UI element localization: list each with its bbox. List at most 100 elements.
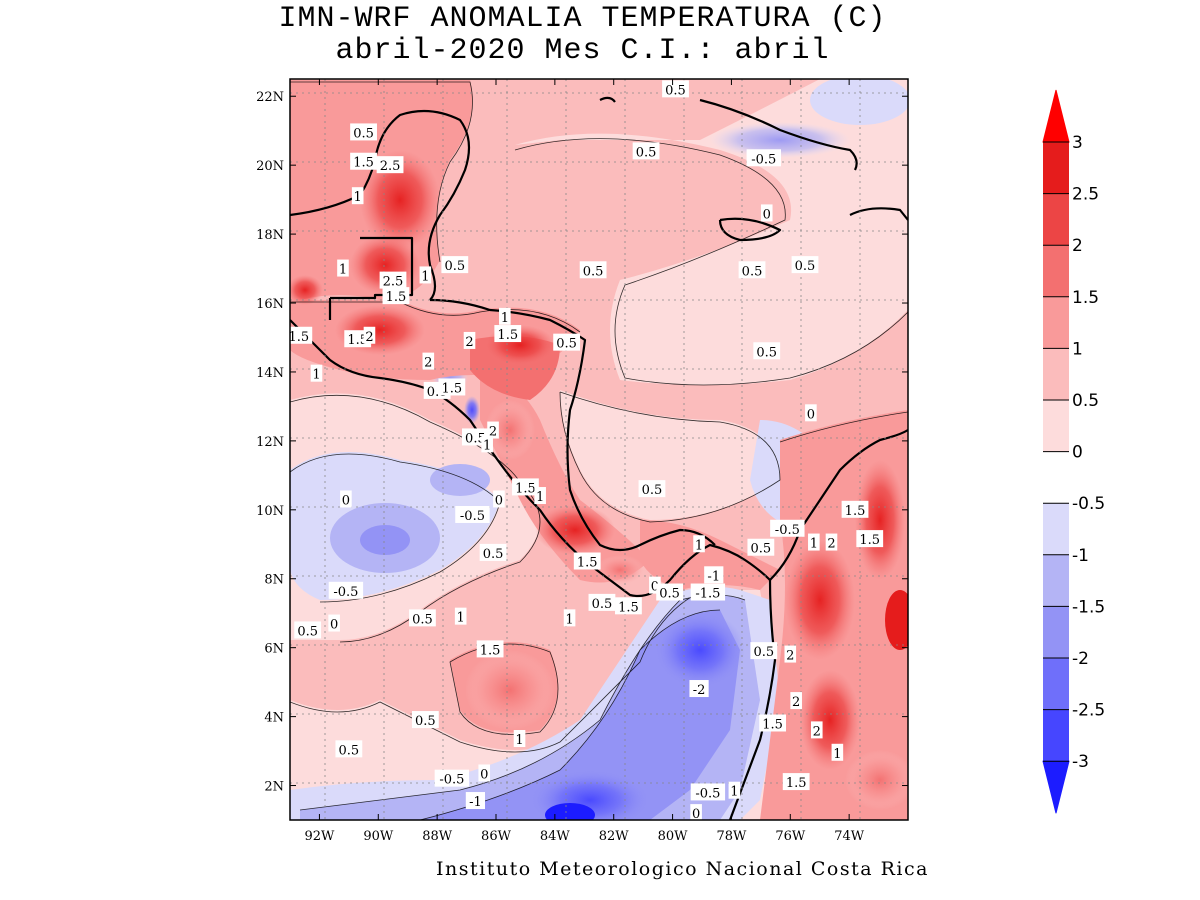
- lon-tick-label: 88W: [422, 829, 453, 844]
- contour-label: 2: [827, 537, 835, 552]
- lat-tick-label: 12N: [256, 435, 284, 450]
- contour-label: 0.5: [465, 431, 486, 446]
- contour-label-bg: [588, 593, 616, 611]
- contour-label-bg: [690, 583, 726, 601]
- contour-label: 2: [792, 695, 800, 710]
- colorbar-label: 1.5: [1072, 288, 1099, 308]
- contour-label: 1.5: [577, 556, 598, 571]
- contour-label: -0.5: [460, 509, 485, 524]
- colorbar-label: -2: [1072, 649, 1089, 669]
- contour-label-bg: [791, 256, 819, 274]
- colorbar: -3 -2.5 -2 -1.5 -1 -0.5 0 0.5 1 1.5 2 2.5 3: [1042, 89, 1105, 814]
- contour-label-bg: [434, 769, 470, 787]
- map-title-line1: IMN-WRF ANOMALIA TEMPERATURA (C): [278, 2, 887, 36]
- colorbar-arrow-top: [1042, 89, 1070, 143]
- lat-tick-label: 16N: [256, 297, 284, 312]
- colorbar-bin: [1043, 554, 1069, 607]
- colorbar-label: -2.5: [1072, 701, 1105, 721]
- colorbar-label: 2: [1072, 236, 1083, 256]
- contour-label-bg: [465, 792, 485, 810]
- contour-label: 0: [480, 767, 488, 782]
- contour-label-bg: [753, 342, 781, 360]
- lat-tick-label: 4N: [264, 711, 284, 726]
- contour-label-bg: [513, 730, 526, 748]
- contour-label: 0: [330, 618, 338, 633]
- contour-label: 1.5: [859, 533, 880, 548]
- contour-label: 1: [565, 612, 573, 627]
- contour-label-bg: [841, 500, 869, 518]
- contour-label-bg: [379, 271, 407, 289]
- contour-label: 2: [365, 330, 373, 345]
- contour-label: 1.5: [288, 330, 309, 345]
- contour-label-bg: [693, 535, 705, 553]
- contour-label-bg: [810, 721, 823, 739]
- contour-label: 1.5: [762, 717, 783, 732]
- contour-label: 0: [495, 493, 503, 508]
- contour-label: -0.5: [695, 786, 720, 801]
- colorbar-bin: [1043, 245, 1069, 297]
- contour-label: 1: [312, 368, 320, 383]
- contour-label: 1.5: [347, 333, 368, 348]
- contour-label-bg: [494, 325, 522, 343]
- contour-label-bg: [351, 187, 364, 205]
- contour-label-bg: [856, 530, 884, 548]
- contour-label-bg: [340, 490, 352, 508]
- colorbar-bin: [1043, 348, 1069, 400]
- contour-label: 0.5: [659, 587, 680, 602]
- contour-label-bg: [750, 642, 778, 660]
- contour-label-bg: [409, 609, 436, 627]
- lat-tick-label: 6N: [264, 642, 284, 657]
- contour-label-bg: [738, 261, 766, 279]
- colorbar-bin: [1043, 606, 1069, 658]
- contour-label: 0.5: [412, 612, 433, 627]
- contour-label: 1.5: [442, 381, 463, 396]
- contour-label: 0: [651, 580, 659, 595]
- contour-label: 0: [763, 207, 771, 222]
- contour-label: 0.5: [753, 645, 774, 660]
- contour-label-bg: [790, 692, 802, 710]
- map-axes: 2N 4N 6N 8N 10N 12N 14N 16N 18N 20N 22N 92W 90W 88W 86…: [256, 79, 908, 844]
- contour-label: 1: [695, 538, 703, 553]
- contour-label: -2: [693, 683, 706, 698]
- contour-label-bg: [419, 266, 432, 284]
- contour-label: -0.5: [775, 523, 800, 538]
- contour-label-bg: [704, 566, 724, 584]
- contour-label: 0.5: [444, 259, 465, 274]
- contour-label: 2: [489, 425, 497, 440]
- contour-label-bg: [784, 645, 797, 663]
- contour-label-bg: [805, 404, 817, 422]
- contour-label: 0: [807, 407, 815, 422]
- lat-tick-label: 2N: [264, 780, 284, 795]
- contour-label-bg: [770, 519, 805, 537]
- contour-label-bg: [479, 543, 507, 561]
- contour-label: 1.5: [353, 156, 374, 171]
- contour-label-bg: [615, 597, 642, 615]
- lon-tick-label: 78W: [716, 829, 747, 844]
- contour-label: 1: [810, 537, 818, 552]
- contour-label: 0: [692, 807, 700, 822]
- contour-label-bg: [690, 783, 726, 801]
- contour-label-bg: [411, 711, 439, 729]
- contour-label: -1.5: [695, 587, 720, 602]
- contour-label-bg: [499, 307, 511, 325]
- contour-label-bg: [487, 421, 499, 439]
- contour-label-bg: [689, 680, 709, 698]
- lon-tick-label: 76W: [775, 829, 806, 844]
- contour-label: 2: [424, 356, 432, 371]
- contour-label-bg: [294, 621, 322, 639]
- colorbar-bin: [1043, 503, 1069, 555]
- lon-tick-label: 80W: [658, 829, 689, 844]
- contour-label: 1: [421, 269, 429, 284]
- contour-label-bg: [455, 505, 490, 523]
- footer-credit: Instituto Meteorologico Nacional Costa R…: [436, 858, 929, 880]
- contour-label-bg: [746, 149, 781, 167]
- contour-label-bg: [350, 152, 377, 170]
- contour-label-bg: [656, 583, 684, 601]
- contour-label: 1: [515, 733, 523, 748]
- contour-label-bg: [747, 538, 775, 556]
- contour-label-bg: [481, 435, 493, 453]
- contour-label: 1.5: [618, 600, 639, 615]
- contour-label-bg: [760, 204, 773, 222]
- contour-label: 1: [501, 311, 509, 326]
